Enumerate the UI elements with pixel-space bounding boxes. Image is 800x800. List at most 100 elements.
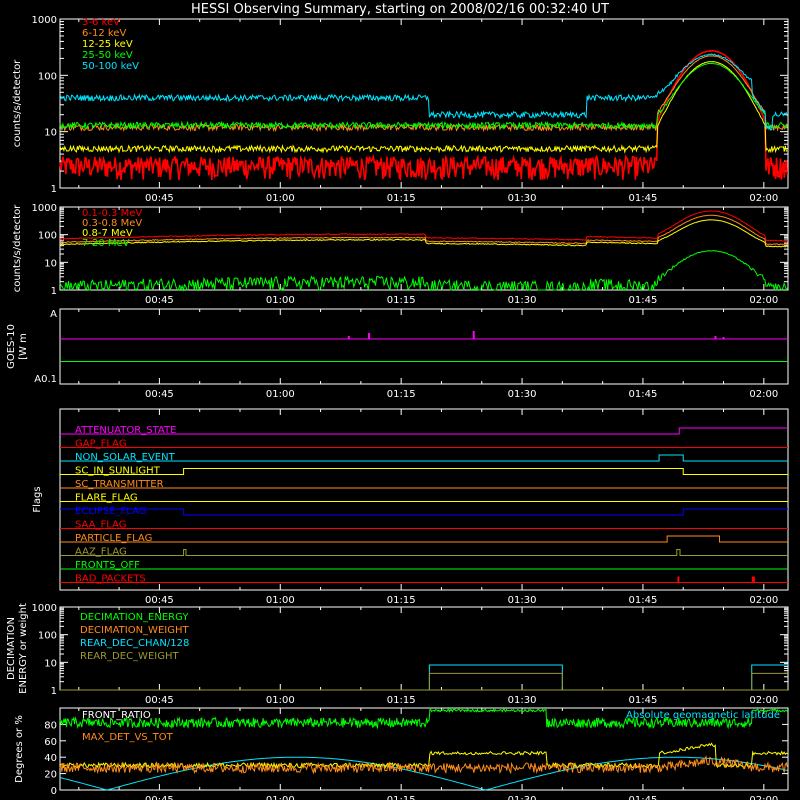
time-tick-label: 02:00 bbox=[749, 295, 778, 306]
time-tick-label: 01:45 bbox=[629, 389, 658, 400]
flag-label: BAD_PACKETS bbox=[75, 574, 146, 585]
time-tick-label: 00:45 bbox=[145, 295, 174, 306]
y-tick-label: 100 bbox=[38, 71, 57, 82]
flag-label: FRONTS_OFF bbox=[75, 560, 140, 571]
y-axis-label: DECIMATION bbox=[6, 617, 17, 680]
series-line bbox=[59, 53, 788, 131]
y-tick-label: 20 bbox=[44, 770, 57, 781]
y-tick-label: 40 bbox=[44, 753, 57, 764]
legend-label: 12-25 keV bbox=[82, 39, 133, 50]
time-tick-label: 01:00 bbox=[266, 389, 295, 400]
time-tick-label: 02:00 bbox=[749, 695, 778, 706]
y-axis-label-units: [W m bbox=[18, 333, 29, 360]
time-tick-label: 02:00 bbox=[749, 193, 778, 204]
time-tick-label: 01:00 bbox=[266, 295, 295, 306]
panel-ratios: 00:45 01:00 01:15 01:30 01:45 02:00 0 20 40 60 80 D… bbox=[14, 707, 789, 800]
y-tick-label: 1 bbox=[51, 686, 57, 697]
time-tick-label: 01:15 bbox=[387, 695, 416, 706]
time-tick-label: 01:45 bbox=[629, 193, 658, 204]
y-tick-label: 10 bbox=[44, 658, 57, 669]
panel-low-energy-frame bbox=[59, 18, 789, 189]
y-tick-label: A0.1 bbox=[34, 374, 57, 385]
y-tick-label: 10 bbox=[44, 128, 57, 139]
time-tick-label: 00:45 bbox=[145, 193, 174, 204]
series-line bbox=[59, 49, 788, 182]
series-line bbox=[59, 219, 788, 248]
y-tick-label: 1 bbox=[51, 286, 57, 297]
y-tick-label: 1000 bbox=[32, 203, 57, 214]
panel-high-energy: 00:45 01:00 01:15 01:30 01:45 02:00 1 10 100 1000… bbox=[12, 203, 789, 306]
y-tick-label: 1000 bbox=[32, 15, 57, 26]
panel-flags-frame bbox=[59, 408, 789, 591]
time-tick-label: 02:00 bbox=[749, 795, 778, 800]
y-tick-label: 10 bbox=[44, 258, 57, 269]
y-axis-label: counts/s/detector bbox=[12, 59, 23, 147]
time-tick-label: 01:45 bbox=[629, 295, 658, 306]
time-tick-label: 01:30 bbox=[508, 193, 537, 204]
time-tick-label: 00:45 bbox=[145, 795, 174, 800]
time-tick-label: 01:45 bbox=[629, 695, 658, 706]
y-tick-label: 80 bbox=[44, 720, 57, 731]
series-line bbox=[59, 708, 789, 730]
time-tick-label: 01:00 bbox=[266, 595, 295, 606]
legend-label: FRONT_RATIO bbox=[82, 710, 151, 721]
flag-line bbox=[60, 535, 788, 543]
flag-line bbox=[60, 427, 788, 435]
series-line bbox=[59, 62, 788, 131]
y-tick-label: 1 bbox=[51, 184, 57, 195]
time-tick-label: 00:45 bbox=[145, 389, 174, 400]
time-tick-label: 01:15 bbox=[387, 193, 416, 204]
panel-decimation: 00:45 01:00 01:15 01:30 01:45 02:00 1 10 100 1000… bbox=[6, 603, 789, 706]
time-tick-label: 01:30 bbox=[508, 595, 537, 606]
y-tick-label: A bbox=[50, 309, 57, 320]
legend-label: 0.3-0.8 MeV bbox=[82, 218, 142, 229]
y-tick-label: 1000 bbox=[32, 603, 57, 614]
panel-ratios-frame bbox=[59, 707, 789, 791]
legend-label-right: Absolute geomagnetic latitude bbox=[626, 710, 780, 721]
flag-label: ECLIPSE_FLAG bbox=[75, 506, 146, 517]
flag-label: SC_IN_SUNLIGHT bbox=[75, 466, 161, 477]
panel-high-energy-frame bbox=[59, 206, 789, 291]
series-line bbox=[60, 672, 788, 691]
series-line bbox=[59, 756, 788, 791]
legend-label: 7-20 MeV bbox=[82, 238, 130, 249]
flag-label: SC_TRANSMITTER bbox=[75, 479, 164, 490]
flag-label: GAP_FLAG bbox=[75, 439, 127, 450]
legend-label: 0.8-7 MeV bbox=[82, 228, 133, 239]
time-tick-label: 01:30 bbox=[508, 389, 537, 400]
y-axis-label: Flags bbox=[32, 486, 43, 512]
y-tick-label: 100 bbox=[38, 631, 57, 642]
time-tick-label: 02:00 bbox=[749, 389, 778, 400]
legend-label: 0.1-0.3 MeV bbox=[82, 208, 142, 219]
flag-label: AAZ_FLAG bbox=[75, 547, 127, 558]
legend-label: 50-100 keV bbox=[82, 61, 139, 72]
y-axis-label: GOES-10 bbox=[6, 324, 17, 369]
series-line bbox=[59, 214, 788, 246]
series-line bbox=[59, 210, 788, 242]
legend-label: 3-6 keV bbox=[82, 17, 120, 28]
time-tick-label: 00:45 bbox=[145, 695, 174, 706]
series-line bbox=[59, 249, 789, 292]
y-tick-label: 60 bbox=[44, 737, 57, 748]
flag-label: PARTICLE_FLAG bbox=[75, 533, 152, 544]
time-tick-label: 01:15 bbox=[387, 795, 416, 800]
time-tick-label: 01:30 bbox=[508, 695, 537, 706]
legend-label: MAX_DET_VS_TOT bbox=[82, 732, 174, 743]
y-axis-label-2: ENERGY or weight bbox=[18, 603, 29, 694]
y-axis-label: Degrees or % bbox=[14, 715, 25, 783]
time-tick-label: 01:00 bbox=[266, 193, 295, 204]
time-tick-label: 01:30 bbox=[508, 295, 537, 306]
flag-label: SAA_FLAG bbox=[75, 520, 126, 531]
series-line bbox=[59, 61, 788, 154]
legend-label: REAR_DEC_WEIGHT bbox=[80, 651, 179, 662]
flag-line bbox=[60, 454, 788, 462]
flag-line bbox=[60, 549, 788, 556]
panel-goes: 00:45 01:00 01:15 01:30 01:45 02:00 A A0.1 GOES-… bbox=[6, 308, 789, 400]
time-tick-label: 01:00 bbox=[266, 695, 295, 706]
flag-line bbox=[60, 468, 788, 475]
time-tick-label: 01:00 bbox=[266, 795, 295, 800]
time-tick-label: 01:30 bbox=[508, 795, 537, 800]
panel-low-energy: 00:45 01:00 01:15 01:30 01:45 02:00 1 10 100 1000… bbox=[12, 15, 789, 204]
flag-label: FLARE_FLAG bbox=[75, 493, 138, 504]
